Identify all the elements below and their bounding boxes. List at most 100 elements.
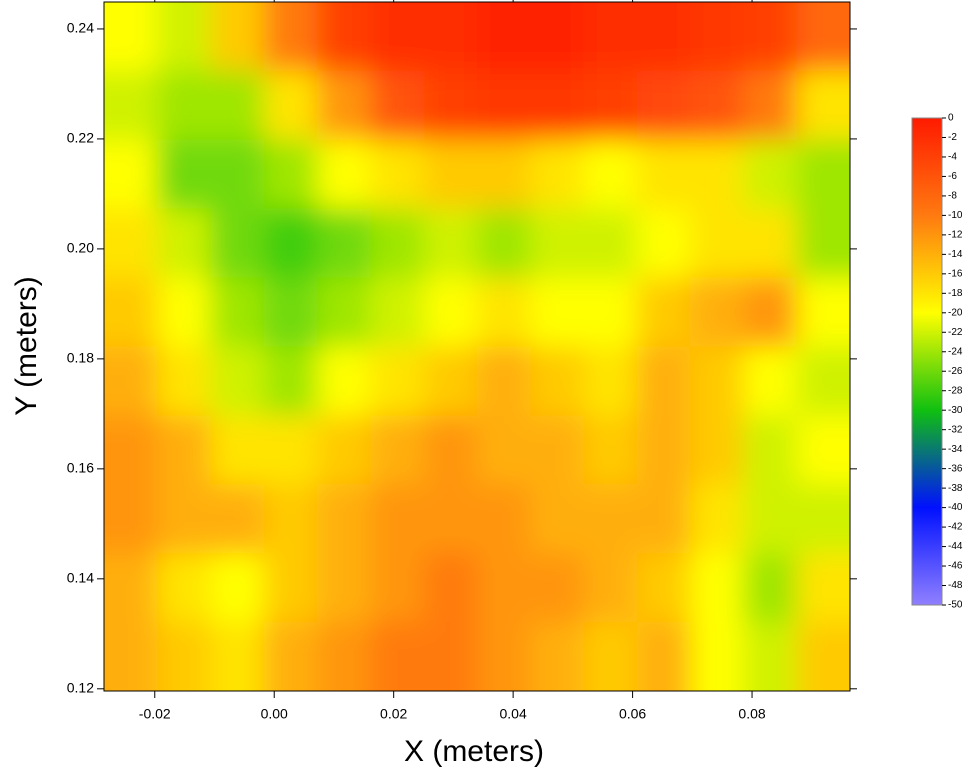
heatmap-cell [370,277,425,347]
heatmap-cell [370,346,425,416]
heatmap-cell [690,415,744,485]
heatmap-cell [317,484,371,554]
heatmap-cell [690,622,744,691]
heatmap-cell [263,484,318,554]
heatmap-cell [104,70,158,141]
colorbar-tick-label: -38 [948,483,963,494]
heatmap-cell [796,622,850,691]
heatmap-cell [104,622,158,691]
heatmap-cell [210,484,265,554]
heatmap-cell [423,415,478,485]
heatmap-cell [796,2,850,72]
colorbar-tick-label: -22 [948,327,963,338]
heatmap-cell [690,139,744,210]
heatmap-cell [636,415,691,485]
x-axis-title: X (meters) [404,735,544,768]
heatmap-cell [210,2,265,72]
heatmap-cell [210,553,265,623]
colorbar-tick-label: -18 [948,288,963,299]
x-tick-label: 0.04 [500,706,527,722]
heatmap-cell [690,553,744,623]
heatmap-cell [210,70,265,141]
heatmap-cell [317,2,371,72]
heatmap-cell [796,208,850,279]
heatmap-cell [636,2,691,72]
heatmap-cell [743,139,798,210]
heatmap-cell [796,139,850,210]
heatmap-cell [370,622,425,691]
colorbar-tick-label: -10 [948,210,963,221]
heatmap-cell [636,277,691,347]
heatmap-cell [104,2,158,72]
heatmap-cell [423,277,478,347]
heatmap-cell [583,553,638,623]
heatmap-cell [583,484,638,554]
y-tick-label: 0.18 [67,350,94,366]
heatmap-cell [796,277,850,347]
heatmap-cell [210,139,265,210]
heatmap-cell [743,70,798,141]
colorbar-tick-label: -20 [948,307,963,318]
heatmap-cell [583,208,638,279]
heatmap-cell [157,415,212,485]
heatmap-cell [636,208,691,279]
heatmap-cell [743,484,798,554]
colorbar-tick-label: -6 [948,171,957,182]
heatmap-cell [530,484,585,554]
heatmap-cell [317,622,371,691]
heatmap-cell [583,70,638,141]
heatmap-cell [157,2,212,72]
heatmap-cell [104,415,158,485]
x-tick-label: -0.02 [139,706,171,722]
heatmap-cell [690,484,744,554]
heatmap-cell [796,484,850,554]
heatmap-cell [104,277,158,347]
heatmap-cell [263,415,318,485]
colorbar-tick-label: 0 [948,113,954,124]
heatmap-cell [477,277,531,347]
heatmap-cell [636,553,691,623]
heatmap-cell [370,139,425,210]
colorbar-tick-label: -42 [948,522,963,533]
colorbar-tick-label: -32 [948,424,963,435]
heatmap-cell [530,2,585,72]
heatmap-cell [743,2,798,72]
heatmap-cell [317,139,371,210]
heatmap-cell [477,484,531,554]
heatmap-cell [210,208,265,279]
colorbar [911,117,943,606]
heatmap-cell [477,2,531,72]
heatmap-cell [636,484,691,554]
heatmap-cell [423,2,478,72]
heatmap-cell [477,553,531,623]
heatmap-cell [530,346,585,416]
heatmap-cell [690,2,744,72]
heatmap-cell [690,277,744,347]
heatmap-cell [157,70,212,141]
heatmap-cell [583,277,638,347]
heatmap-cell [210,415,265,485]
heatmap-area [104,2,850,691]
heatmap-cell [583,346,638,416]
heatmap-cell [104,484,158,554]
colorbar-tick-label: -40 [948,502,963,513]
colorbar-tick-label: -24 [948,346,963,357]
heatmap-cell [690,208,744,279]
heatmap-cell [317,277,371,347]
heatmap-cell [370,70,425,141]
heatmap-cell [636,70,691,141]
colorbar-tick-label: -16 [948,268,963,279]
y-tick-label: 0.20 [67,240,94,256]
heatmap-cell [263,277,318,347]
colorbar-tick-label: -46 [948,561,963,572]
heatmap-cell [796,346,850,416]
heatmap-cell [530,415,585,485]
heatmap-cell [423,139,478,210]
colorbar-tick-label: -14 [948,249,963,260]
heatmap-cell [530,277,585,347]
heatmap-cell [583,622,638,691]
heatmap-cell [743,553,798,623]
heatmap-cell [423,622,478,691]
colorbar-tick-label: -48 [948,580,963,591]
heatmap-cell [423,484,478,554]
